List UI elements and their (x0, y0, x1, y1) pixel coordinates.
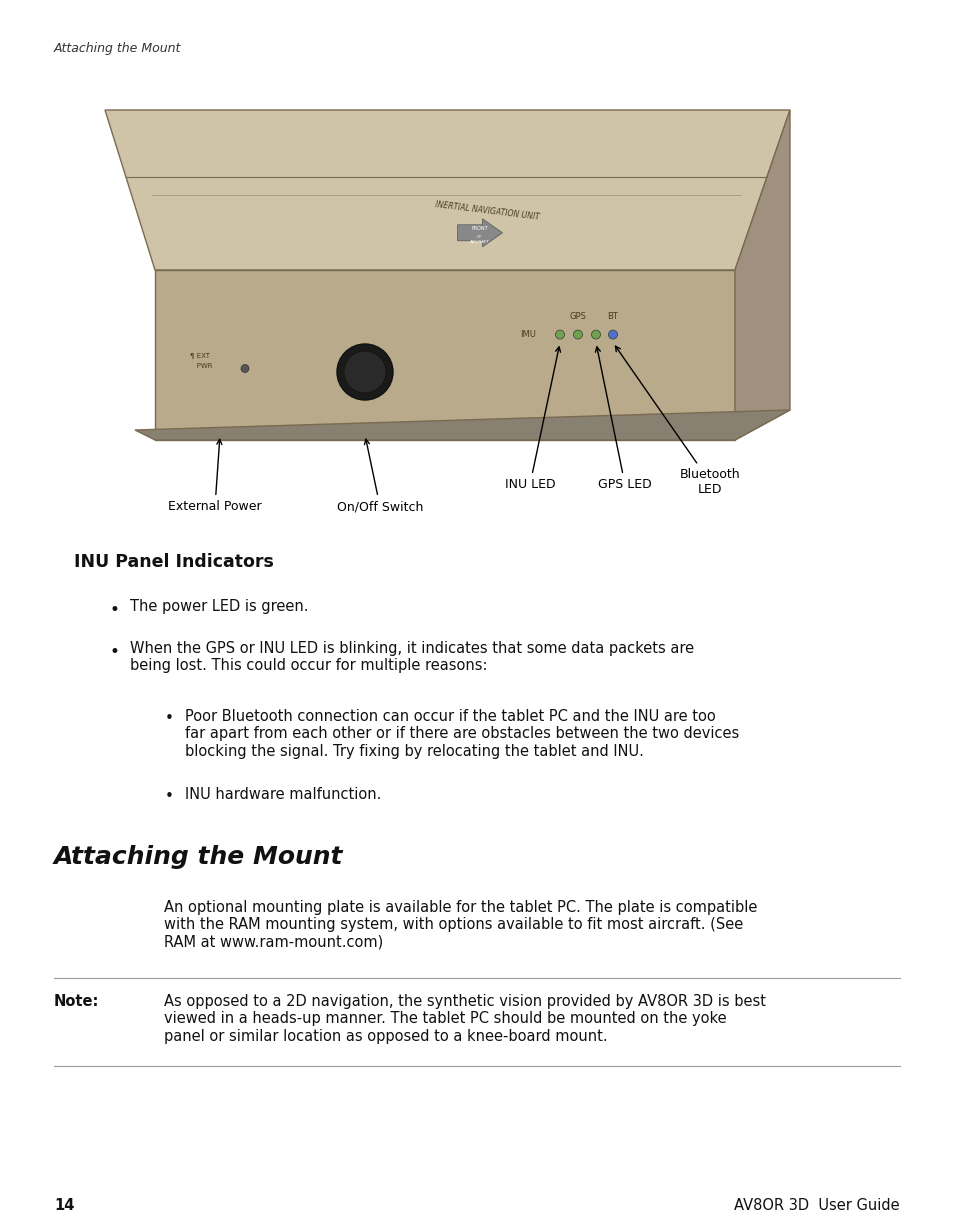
Text: AIRCRAFT: AIRCRAFT (469, 239, 489, 244)
Text: •: • (165, 789, 173, 804)
Text: An optional mounting plate is available for the tablet PC. The plate is compatib: An optional mounting plate is available … (164, 899, 757, 950)
Text: OF: OF (476, 234, 482, 239)
Circle shape (591, 330, 599, 339)
Text: •: • (110, 601, 120, 618)
Text: FRONT: FRONT (471, 226, 487, 232)
Text: ¶ EXT: ¶ EXT (190, 352, 210, 358)
Polygon shape (154, 270, 734, 440)
Circle shape (241, 364, 249, 373)
Text: INU LED: INU LED (504, 347, 560, 491)
Text: As opposed to a 2D navigation, the synthetic vision provided by AV8OR 3D is best: As opposed to a 2D navigation, the synth… (164, 994, 765, 1044)
Text: INERTIAL NAVIGATION UNIT: INERTIAL NAVIGATION UNIT (435, 200, 539, 222)
Text: •: • (110, 643, 120, 661)
Text: PWR: PWR (190, 362, 213, 368)
Text: Poor Bluetooth connection can occur if the tablet PC and the INU are too
far apa: Poor Bluetooth connection can occur if t… (185, 709, 739, 758)
Text: BT: BT (607, 312, 618, 321)
Text: GPS: GPS (569, 312, 586, 321)
Text: INU Panel Indicators: INU Panel Indicators (74, 553, 274, 571)
Text: 14: 14 (54, 1198, 74, 1214)
Circle shape (573, 330, 582, 339)
Text: GPS LED: GPS LED (595, 347, 651, 491)
Text: Bluetooth
LED: Bluetooth LED (615, 346, 740, 496)
Text: Note:: Note: (54, 994, 99, 1009)
Text: Attaching the Mount: Attaching the Mount (54, 42, 181, 55)
Text: External Power: External Power (168, 439, 261, 513)
Circle shape (555, 330, 564, 339)
Text: •: • (165, 710, 173, 726)
Text: AV8OR 3D  User Guide: AV8OR 3D User Guide (734, 1198, 899, 1214)
Polygon shape (105, 110, 789, 270)
Text: INU hardware malfunction.: INU hardware malfunction. (185, 787, 381, 802)
Text: On/Off Switch: On/Off Switch (336, 439, 423, 513)
Circle shape (344, 351, 386, 393)
Text: The power LED is green.: The power LED is green. (130, 599, 308, 614)
Text: When the GPS or INU LED is blinking, it indicates that some data packets are
bei: When the GPS or INU LED is blinking, it … (130, 640, 694, 674)
Circle shape (336, 344, 393, 400)
Polygon shape (734, 110, 789, 440)
Polygon shape (457, 218, 502, 247)
Circle shape (608, 330, 617, 339)
Text: Attaching the Mount: Attaching the Mount (54, 845, 343, 869)
Polygon shape (135, 410, 789, 440)
Text: IMU: IMU (519, 330, 536, 339)
